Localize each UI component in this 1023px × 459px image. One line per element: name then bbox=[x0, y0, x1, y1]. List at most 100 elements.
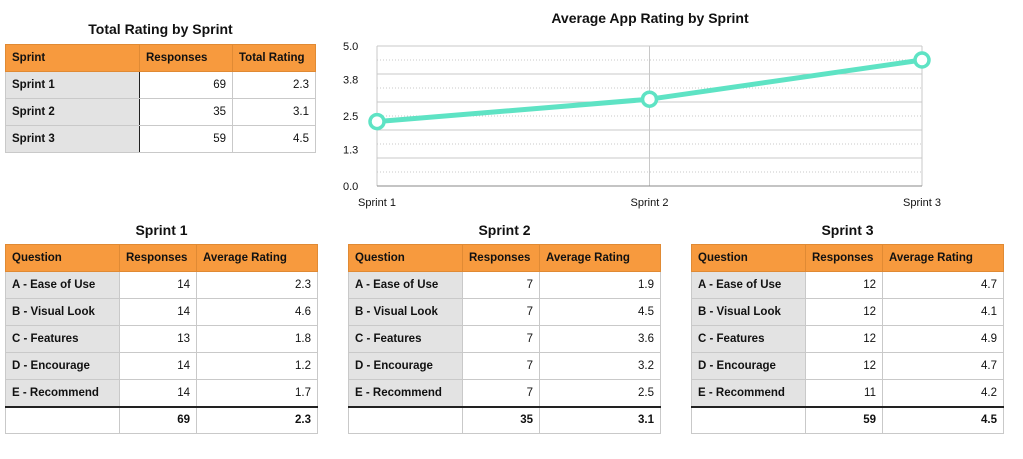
responses-cell: 12 bbox=[805, 325, 883, 353]
rating-cell: 4.2 bbox=[882, 379, 1004, 407]
table-row: Sprint 1 69 2.3 bbox=[5, 71, 316, 99]
question-label: E - Recommend bbox=[348, 379, 463, 407]
rating-cell: 4.1 bbox=[882, 298, 1004, 326]
col-header-average-rating: Average Rating bbox=[882, 244, 1004, 272]
total-responses-cell: 69 bbox=[119, 405, 197, 434]
data-point bbox=[368, 112, 386, 131]
col-header-responses: Responses bbox=[119, 244, 197, 272]
responses-cell: 11 bbox=[805, 379, 883, 407]
rating-cell: 2.5 bbox=[539, 379, 661, 407]
responses-cell: 59 bbox=[139, 125, 233, 153]
total-rating-cell: 3.1 bbox=[539, 405, 661, 434]
rating-cell: 3.1 bbox=[232, 98, 316, 126]
x-tick-label: Sprint 3 bbox=[903, 197, 941, 209]
chart-series bbox=[368, 51, 931, 131]
table-row: D - Encourage 14 1.2 bbox=[5, 352, 318, 380]
table-row: C - Features 13 1.8 bbox=[5, 325, 318, 353]
responses-cell: 13 bbox=[119, 325, 197, 353]
total-label-cell bbox=[691, 405, 806, 434]
rating-cell: 1.2 bbox=[196, 352, 318, 380]
sprint-table-title: Sprint 1 bbox=[135, 222, 188, 238]
responses-cell: 7 bbox=[462, 352, 540, 380]
sprint-table: Question Responses Average Rating A - Ease … bbox=[5, 244, 318, 434]
rating-cell: 1.9 bbox=[539, 271, 661, 299]
rating-cell: 4.6 bbox=[196, 298, 318, 326]
table-row: D - Encourage 7 3.2 bbox=[348, 352, 661, 380]
x-axis-ticks: Sprint 1 Sprint 2 Sprint 3 bbox=[358, 197, 941, 209]
table-header-row: Sprint Responses Total Rating bbox=[5, 44, 316, 72]
question-label: E - Recommend bbox=[691, 379, 806, 407]
rating-cell: 4.5 bbox=[232, 125, 316, 153]
x-tick-label: Sprint 2 bbox=[631, 197, 669, 209]
rating-cell: 3.2 bbox=[539, 352, 661, 380]
question-label: C - Features bbox=[348, 325, 463, 353]
responses-cell: 14 bbox=[119, 379, 197, 407]
total-label-cell bbox=[348, 405, 463, 434]
rating-cell: 4.9 bbox=[882, 325, 1004, 353]
table-row: A - Ease of Use 14 2.3 bbox=[5, 271, 318, 299]
sprint-table-title: Sprint 3 bbox=[821, 222, 874, 238]
rating-cell: 4.7 bbox=[882, 271, 1004, 299]
y-tick-label: 1.3 bbox=[343, 145, 358, 157]
table-row: B - Visual Look 12 4.1 bbox=[691, 298, 1004, 326]
col-header-responses: Responses bbox=[462, 244, 540, 272]
question-label: D - Encourage bbox=[691, 352, 806, 380]
col-header-question: Question bbox=[691, 244, 806, 272]
y-tick-label: 2.5 bbox=[343, 111, 358, 123]
rating-cell: 4.5 bbox=[539, 298, 661, 326]
responses-cell: 69 bbox=[139, 71, 233, 99]
question-label: C - Features bbox=[5, 325, 120, 353]
rating-cell: 2.3 bbox=[232, 71, 316, 99]
table-row: E - Recommend 7 2.5 bbox=[348, 379, 661, 407]
responses-cell: 12 bbox=[805, 271, 883, 299]
table-row: B - Visual Look 14 4.6 bbox=[5, 298, 318, 326]
responses-cell: 35 bbox=[139, 98, 233, 126]
table-header-row: Question Responses Average Rating bbox=[348, 244, 661, 272]
chart-title: Average App Rating by Sprint bbox=[551, 10, 749, 26]
table-row: E - Recommend 14 1.7 bbox=[5, 379, 318, 407]
total-row: 35 3.1 bbox=[348, 405, 661, 434]
responses-cell: 12 bbox=[805, 298, 883, 326]
rating-cell: 2.3 bbox=[196, 271, 318, 299]
responses-cell: 7 bbox=[462, 379, 540, 407]
total-row: 59 4.5 bbox=[691, 405, 1004, 434]
sprint-table-title: Sprint 2 bbox=[478, 222, 531, 238]
responses-cell: 12 bbox=[805, 352, 883, 380]
responses-cell: 7 bbox=[462, 325, 540, 353]
question-label: E - Recommend bbox=[5, 379, 120, 407]
responses-cell: 14 bbox=[119, 271, 197, 299]
average-rating-line-chart: Average App Rating by Sprint 0.0 1.3 2.5 3.… bbox=[343, 10, 941, 209]
col-header-question: Question bbox=[5, 244, 120, 272]
table-row: C - Features 7 3.6 bbox=[348, 325, 661, 353]
x-tick-label: Sprint 1 bbox=[358, 197, 396, 209]
total-rating-cell: 2.3 bbox=[196, 405, 318, 434]
data-point bbox=[913, 51, 931, 69]
col-header-total-rating: Total Rating bbox=[232, 44, 316, 72]
row-label: Sprint 1 bbox=[5, 71, 140, 99]
col-header-sprint: Sprint bbox=[5, 44, 140, 72]
table-row: B - Visual Look 7 4.5 bbox=[348, 298, 661, 326]
col-header-average-rating: Average Rating bbox=[196, 244, 318, 272]
question-label: A - Ease of Use bbox=[348, 271, 463, 299]
y-tick-label: 5.0 bbox=[343, 41, 358, 53]
question-label: B - Visual Look bbox=[5, 298, 120, 326]
total-row: 69 2.3 bbox=[5, 405, 318, 434]
rating-cell: 4.7 bbox=[882, 352, 1004, 380]
table-row: Sprint 2 35 3.1 bbox=[5, 98, 316, 126]
total-rating-cell: 4.5 bbox=[882, 405, 1004, 434]
responses-cell: 7 bbox=[462, 271, 540, 299]
question-label: D - Encourage bbox=[348, 352, 463, 380]
question-label: B - Visual Look bbox=[348, 298, 463, 326]
total-responses-cell: 35 bbox=[462, 405, 540, 434]
table-row: D - Encourage 12 4.7 bbox=[691, 352, 1004, 380]
total-label-cell bbox=[5, 405, 120, 434]
responses-cell: 7 bbox=[462, 298, 540, 326]
question-label: A - Ease of Use bbox=[691, 271, 806, 299]
table-header-row: Question Responses Average Rating bbox=[691, 244, 1004, 272]
total-table-title: Total Rating by Sprint bbox=[88, 21, 233, 37]
table-row: E - Recommend 11 4.2 bbox=[691, 379, 1004, 407]
table-header-row: Question Responses Average Rating bbox=[5, 244, 318, 272]
y-axis-ticks: 0.0 1.3 2.5 3.8 5.0 bbox=[343, 41, 358, 193]
table-row: A - Ease of Use 12 4.7 bbox=[691, 271, 1004, 299]
rating-cell: 1.8 bbox=[196, 325, 318, 353]
